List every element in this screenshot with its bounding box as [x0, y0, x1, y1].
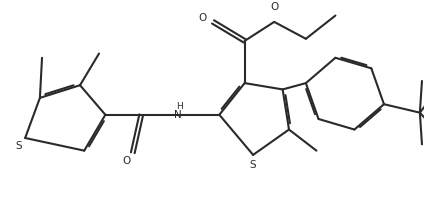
- Text: S: S: [250, 160, 256, 170]
- Text: O: O: [199, 13, 207, 23]
- Text: O: O: [122, 156, 131, 166]
- Text: O: O: [270, 2, 278, 12]
- Text: N: N: [174, 110, 182, 120]
- Text: H: H: [176, 102, 183, 111]
- Text: S: S: [15, 141, 22, 152]
